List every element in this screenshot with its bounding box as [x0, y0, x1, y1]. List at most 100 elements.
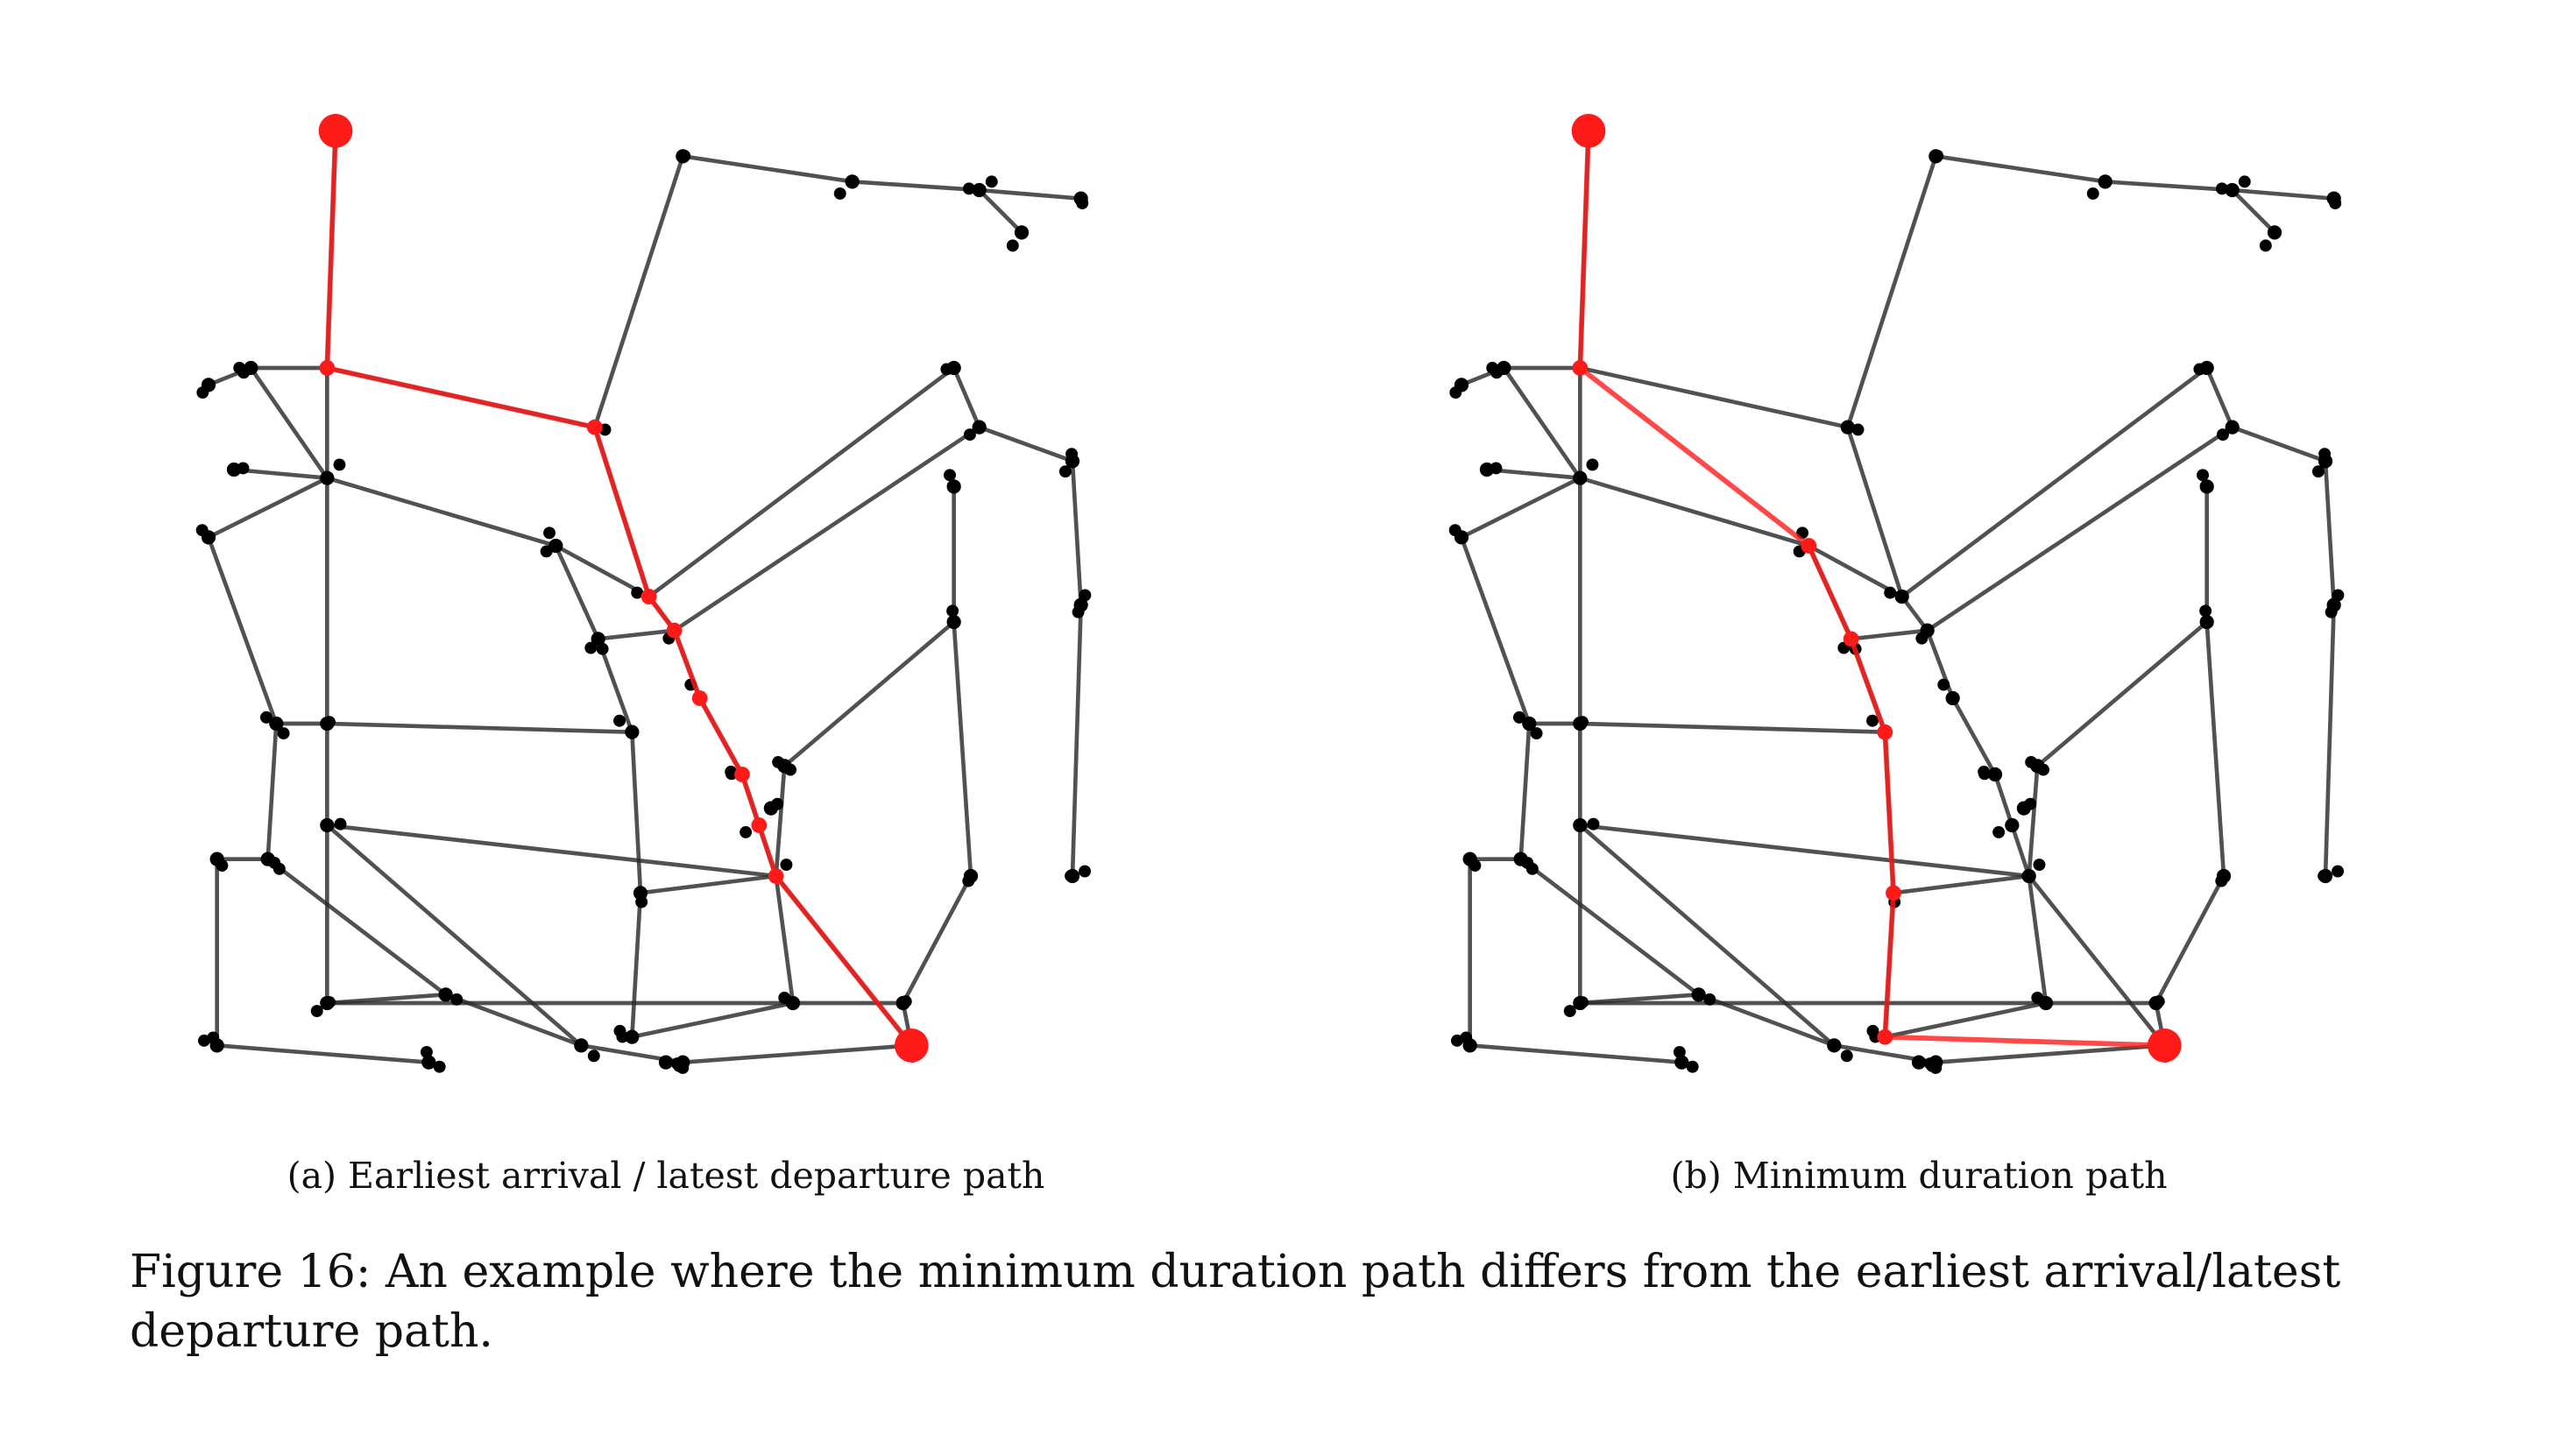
network-node [1866, 714, 1879, 727]
path-start-node [318, 114, 353, 148]
network-node [946, 479, 961, 494]
network-node [2259, 239, 2272, 252]
network-edge [2105, 180, 2233, 193]
figure-caption: Figure 16: An example where the minimum … [130, 1242, 2478, 1361]
network-node [1072, 605, 1085, 618]
network-node [940, 363, 953, 376]
network-edge [1992, 774, 2014, 826]
network-edge [216, 1043, 429, 1064]
network-node [323, 996, 336, 1009]
network-node [972, 182, 987, 198]
path-edge [740, 774, 762, 826]
path-node [1843, 631, 1859, 647]
network-node [962, 182, 975, 195]
network-node [1522, 716, 1537, 732]
network-edge [592, 155, 685, 428]
path-edge [1848, 638, 1888, 733]
network-edge [2027, 874, 2167, 1047]
network-node [2238, 175, 2251, 188]
network-node [1512, 710, 1525, 724]
network-node [625, 724, 640, 739]
panel-b-svg [1448, 114, 2345, 1074]
network-node [2267, 225, 2282, 240]
network-node [2031, 991, 2044, 1004]
network-node [1866, 1024, 1879, 1037]
path-node [1886, 885, 1901, 901]
network-edge [266, 857, 448, 997]
network-edge [1579, 365, 1849, 429]
network-node [1563, 1005, 1576, 1018]
path-end-node [2148, 1028, 2182, 1063]
path-edge [1577, 131, 1591, 369]
network-edge [1845, 155, 1938, 428]
network-edge [1697, 993, 1836, 1048]
network-node [963, 428, 976, 442]
network-node [333, 458, 346, 471]
network-edge [327, 721, 633, 734]
network-node [1587, 817, 1600, 830]
network-edge [631, 1000, 794, 1039]
path-edge [326, 365, 596, 430]
network-edge [326, 476, 556, 548]
network-node [587, 1050, 600, 1063]
path-edge [1882, 893, 1896, 1037]
network-node [584, 641, 598, 654]
network-edge [1459, 536, 1532, 724]
network-node [946, 604, 959, 618]
network-edge [2323, 604, 2336, 877]
network-node [1840, 1050, 1853, 1063]
path-edge [1882, 732, 1896, 894]
panel-a-svg [195, 114, 1092, 1074]
network-node [269, 716, 284, 732]
network-nodes [195, 114, 1092, 1074]
network-node [673, 1059, 686, 1072]
network-node [1490, 462, 1503, 475]
network-node [2033, 859, 2046, 872]
network-edge [1578, 823, 1836, 1048]
panel-a-network-graph [149, 114, 1183, 1130]
network-node [1448, 524, 1461, 537]
network-edge [2205, 367, 2234, 428]
network-node [1851, 423, 1865, 436]
path-node [1877, 724, 1893, 740]
network-edge [630, 732, 643, 894]
network-edge [2231, 425, 2326, 463]
network-node [2005, 817, 2020, 833]
path-edge [592, 426, 652, 597]
network-edge [2231, 188, 2276, 234]
network-node [2332, 865, 2345, 878]
network-node [833, 187, 846, 200]
network-edge [1070, 461, 1083, 605]
path-edge [756, 824, 779, 877]
network-edge [1851, 628, 1928, 641]
network-node [259, 710, 272, 724]
network-edge [673, 425, 980, 633]
highlighted-path [318, 114, 929, 1063]
figure-caption-number: Figure 16: [130, 1246, 372, 1298]
network-edge [1926, 425, 2233, 633]
network-node [784, 763, 797, 776]
network-node [2311, 465, 2325, 478]
path-node [734, 767, 750, 782]
network-edge [2010, 824, 2031, 877]
network-edge [682, 154, 853, 184]
network-node [2025, 756, 2038, 768]
network-node [433, 1060, 446, 1073]
highlighted-path [1571, 114, 2182, 1063]
network-node [540, 545, 553, 558]
network-edge [901, 874, 973, 1005]
network-node [1691, 987, 1706, 1002]
path-node [586, 419, 603, 435]
network-node [320, 817, 335, 833]
network-node [1673, 1045, 1686, 1058]
network-node [268, 857, 281, 869]
network-edge [1518, 723, 1532, 859]
network-node [2225, 420, 2240, 435]
network-node [613, 1024, 626, 1037]
path-node [1877, 1028, 1893, 1045]
network-edge [1935, 154, 2106, 184]
network-edge [782, 620, 956, 768]
network-node [985, 175, 998, 188]
network-edge [952, 367, 981, 428]
network-node [2199, 614, 2214, 630]
